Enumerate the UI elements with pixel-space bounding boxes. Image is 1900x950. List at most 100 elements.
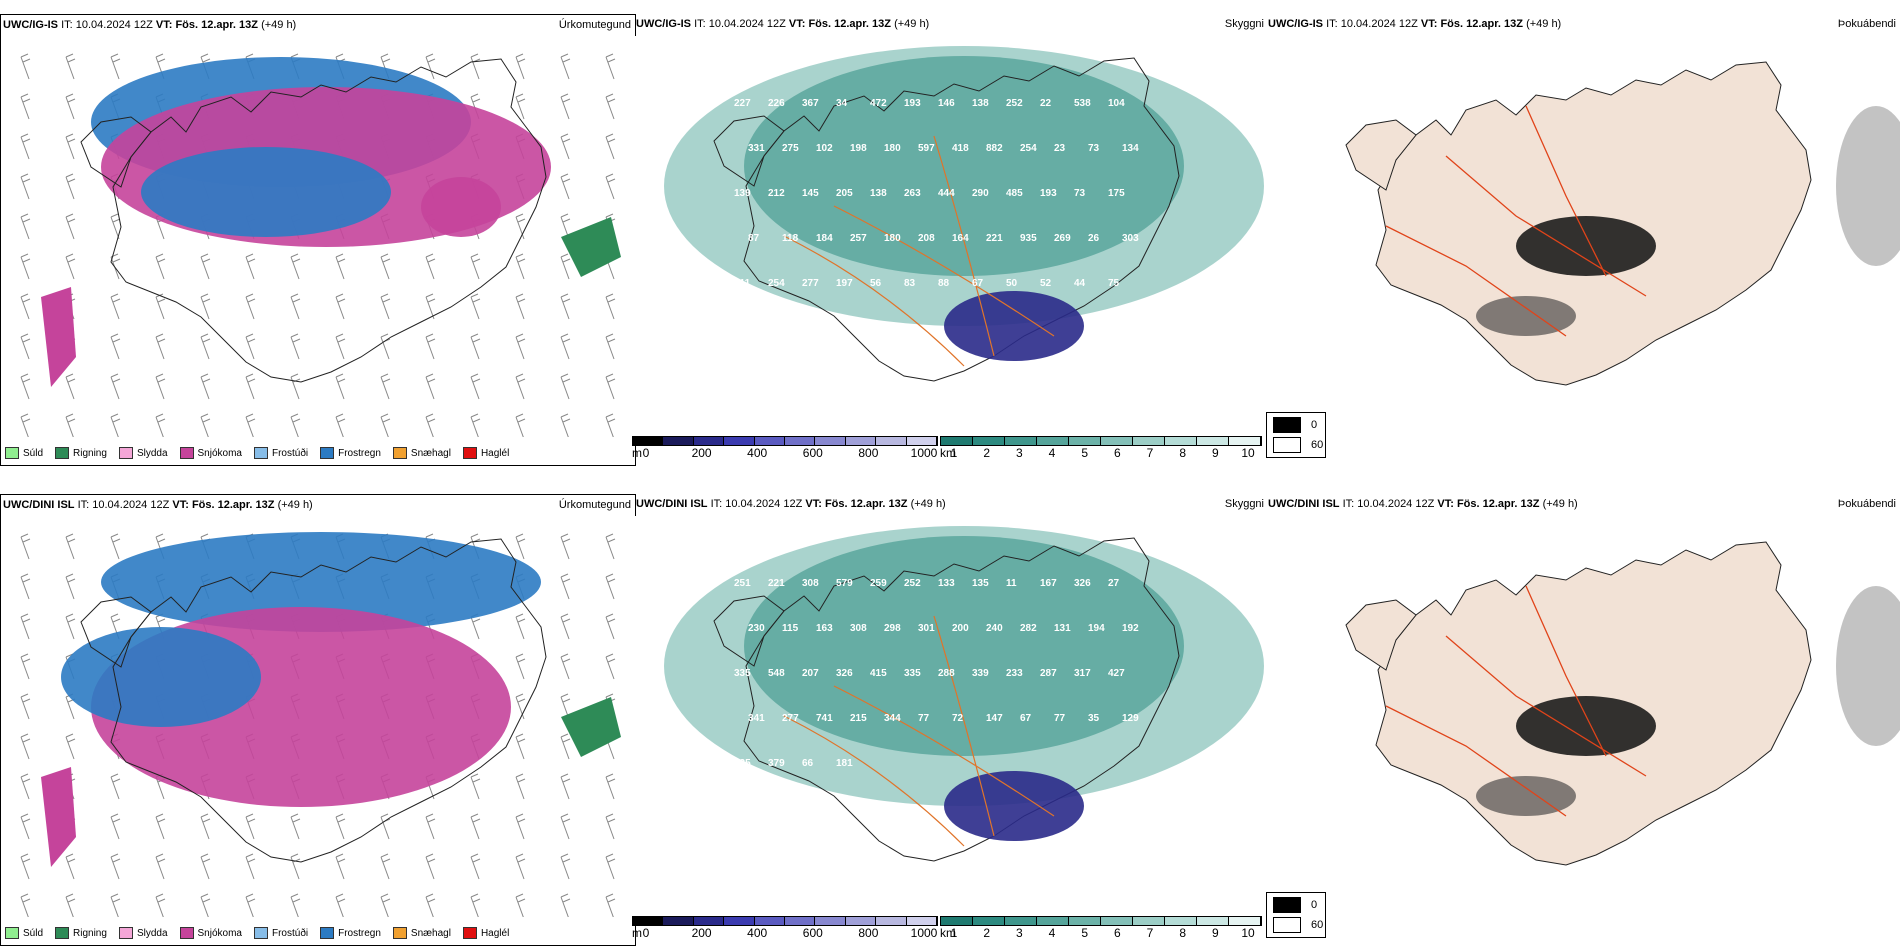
scale-swatch — [663, 437, 694, 445]
elevation-label: 215 — [850, 713, 867, 724]
wind-barb — [335, 893, 346, 917]
elevation-label: 301 — [918, 623, 935, 634]
visibility-scale: km 1 2 3 4 5 6 7 8 9 10 — [940, 916, 1262, 940]
wind-barb — [515, 253, 526, 280]
elevation-label: 180 — [884, 233, 901, 244]
fog-legend-label: 60 — [1311, 919, 1324, 931]
elevation-label: 87 — [748, 233, 760, 244]
wind-barb — [110, 413, 121, 437]
wind-barb — [155, 853, 166, 880]
scale-bar — [940, 436, 1262, 446]
elevation-label: 367 — [802, 98, 819, 109]
scale-tick-label: 600 — [802, 926, 823, 940]
elevation-label: 212 — [768, 188, 785, 199]
scale-tick-label: 3 — [1015, 446, 1023, 460]
coastline — [743, 57, 1180, 382]
elevation-label: 77 — [918, 713, 930, 724]
legend-swatch — [320, 447, 335, 459]
wind-barb — [335, 333, 346, 360]
fog-panel-row2: UWC/DINI ISL IT: 10.04.2024 12Z VT: Fös.… — [1266, 494, 1900, 916]
fog-legend-label: 0 — [1311, 419, 1318, 431]
scale-swatch — [1069, 917, 1101, 925]
scale-swatch — [785, 917, 816, 925]
legend-label: Haglél — [480, 927, 510, 939]
wind-barb — [425, 813, 436, 840]
elevation-label: 344 — [884, 713, 901, 724]
scale-tick-label: 200 — [691, 926, 712, 940]
elevation-label: 227 — [734, 98, 751, 109]
elevation-label: 193 — [904, 98, 921, 109]
elevation-label: 147 — [986, 713, 1003, 724]
scale-tick-label: 5 — [1081, 446, 1088, 460]
wind-barb — [470, 893, 481, 917]
elevation-label: 197 — [836, 278, 853, 289]
wind-barb — [290, 253, 301, 280]
panel-title: UWC/IG-IS IT: 10.04.2024 12Z VT: Fös. 12… — [636, 18, 930, 30]
panel-title: UWC/DINI ISL IT: 10.04.2024 12Z VT: Fös.… — [1268, 498, 1578, 510]
wind-barb — [470, 813, 481, 840]
elevation-label: 145 — [802, 188, 819, 199]
wind-barb — [20, 333, 31, 360]
elevation-label: 175 — [1108, 188, 1125, 199]
precip-area — [61, 627, 261, 727]
legend-item: Rigning — [55, 927, 107, 939]
elevation-label: 290 — [972, 188, 989, 199]
elevation-label: 88 — [938, 278, 950, 289]
elevation-label: 44 — [1074, 278, 1086, 289]
scale-tick-label: 3 — [1015, 926, 1023, 940]
wind-barb — [560, 93, 571, 120]
scale-swatch — [1229, 917, 1261, 925]
wind-barb — [65, 533, 76, 560]
scale-swatch — [1101, 437, 1133, 445]
wind-barb — [515, 413, 526, 437]
elevation-label: 308 — [850, 623, 867, 634]
scale-tick-label: 9 — [1211, 446, 1219, 460]
elevation-label: 163 — [816, 623, 833, 634]
elevation-label: 472 — [870, 98, 887, 109]
road-network — [1385, 585, 1647, 817]
wind-barb — [515, 853, 526, 880]
wind-barb — [110, 333, 121, 360]
wind-barb — [245, 333, 256, 360]
elevation-label: 269 — [1054, 233, 1071, 244]
elevation-label: 277 — [782, 713, 799, 724]
wind-barb — [65, 53, 76, 80]
scale-swatch — [693, 917, 725, 925]
wind-barb — [245, 893, 256, 917]
legend-item: Frostregn — [320, 447, 381, 459]
scale-swatch — [1197, 437, 1229, 445]
wind-barb — [155, 333, 166, 360]
wind-barb — [605, 173, 616, 200]
legend-item: Haglél — [462, 927, 510, 939]
scale-swatch — [1069, 437, 1101, 445]
wind-barb — [425, 293, 436, 320]
elevation-label: 72 — [952, 713, 964, 724]
scale-ticks: km 1 2 3 4 5 6 7 8 9 10 — [940, 446, 1262, 460]
wind-barb — [605, 813, 616, 840]
visibility-field — [744, 56, 1184, 276]
wind-barb — [560, 133, 571, 160]
scale-tick-label: 800 — [858, 926, 879, 940]
scale-tick-label: 1 — [950, 926, 958, 940]
scale-swatch — [1165, 437, 1197, 445]
elevation-label: 146 — [938, 98, 955, 109]
elevation-label: 77 — [1054, 713, 1066, 724]
scale-swatch — [1005, 917, 1037, 925]
scale-swatch — [754, 437, 786, 445]
scale-swatch — [633, 917, 664, 925]
scale-unit: km — [940, 926, 956, 940]
wind-barb — [20, 93, 31, 120]
elevation-label: 73 — [1088, 143, 1100, 154]
elevation-scale: m 0 200 400 600 800 1000 — [632, 916, 938, 940]
wind-barb — [380, 413, 391, 437]
wind-barb — [200, 333, 211, 360]
wind-barb — [560, 53, 571, 80]
elevation-label: 308 — [802, 578, 819, 589]
wind-barb — [110, 373, 121, 400]
wind-barb — [155, 373, 166, 400]
legend-swatch — [179, 447, 194, 459]
legend-label: Haglél — [480, 447, 510, 459]
wind-barb — [380, 853, 391, 880]
scale-swatch — [815, 437, 846, 445]
elevation-label: 538 — [1074, 98, 1091, 109]
